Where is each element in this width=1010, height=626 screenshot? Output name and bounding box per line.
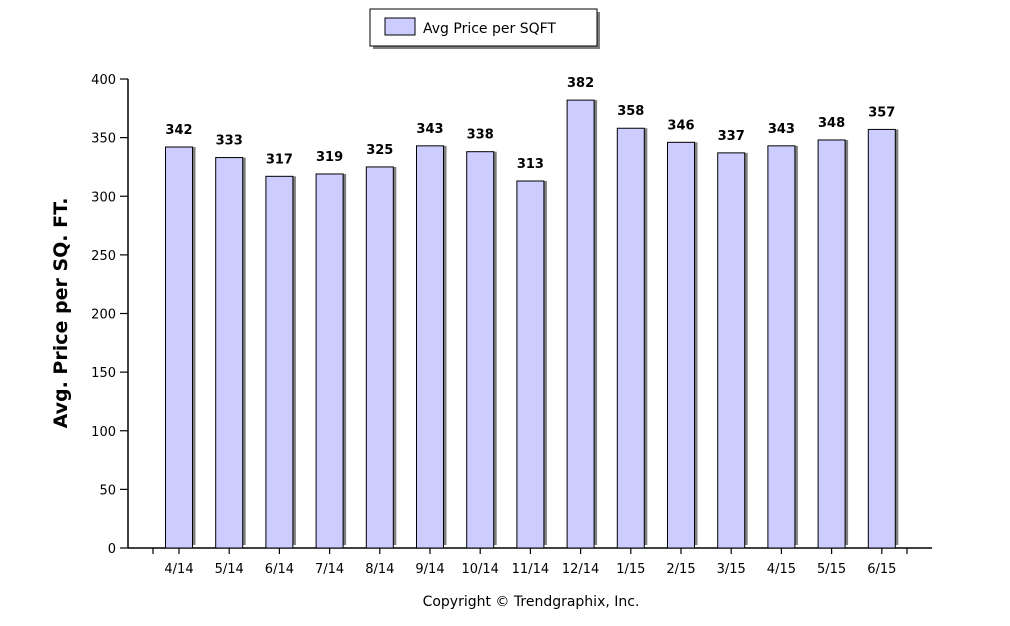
- bar-data-label: 348: [818, 116, 845, 131]
- x-tick-label: 3/15: [717, 562, 746, 577]
- y-axis-title: Avg. Price per SQ. FT.: [50, 198, 72, 429]
- x-tick-label: 7/14: [315, 562, 344, 577]
- bar-data-label: 325: [366, 143, 393, 158]
- y-tick-label: 400: [91, 73, 116, 88]
- y-ticks: 0 50 100 150 200 250 300 350 400: [91, 73, 128, 557]
- bar: [165, 146, 193, 549]
- x-tick-label: 9/14: [415, 562, 444, 577]
- bar: [717, 152, 746, 549]
- legend-swatch: [384, 17, 416, 36]
- bar-data-label: 338: [467, 128, 494, 143]
- y-tick-label: 300: [91, 190, 116, 205]
- x-tick-label: 8/14: [365, 562, 394, 577]
- bars: 342 333 317 319 325 343 338 313 382 358 346 337 343 3…: [165, 76, 899, 549]
- bar: [265, 175, 294, 549]
- x-tick-label: 1/15: [616, 562, 645, 577]
- legend-entry: Avg Price per SQFT: [423, 21, 556, 37]
- bar-data-label: 337: [718, 129, 745, 144]
- bar-data-label: 317: [266, 152, 293, 167]
- bar: [466, 151, 495, 549]
- x-tick-label: 2/15: [666, 562, 695, 577]
- bar: [365, 166, 394, 549]
- x-tick-label: 11/14: [512, 562, 549, 577]
- x-tick-label: 6/15: [867, 562, 896, 577]
- bar: [215, 157, 244, 549]
- bar-data-label: 346: [667, 118, 694, 133]
- x-tick-label: 4/14: [164, 562, 193, 577]
- bar: [315, 173, 344, 549]
- y-tick-label: 0: [108, 542, 116, 557]
- x-tick-label: 5/15: [817, 562, 846, 577]
- bar-data-label: 343: [416, 122, 443, 137]
- x-tick-label: 4/15: [767, 562, 796, 577]
- bar-data-label: 382: [567, 76, 594, 91]
- bar: [566, 99, 595, 549]
- bar: [416, 145, 444, 549]
- bar: [767, 145, 796, 549]
- bar-data-label: 357: [868, 105, 895, 120]
- bar-data-label: 333: [216, 134, 243, 149]
- x-tick-label: 5/14: [215, 562, 244, 577]
- bar: [817, 139, 846, 549]
- x-tick-label: 12/14: [562, 562, 599, 577]
- y-tick-label: 150: [91, 366, 116, 381]
- y-tick-label: 250: [91, 249, 116, 264]
- y-tick-label: 100: [91, 425, 116, 440]
- bar: [516, 180, 545, 549]
- bar: [616, 127, 645, 549]
- bar-data-label: 313: [517, 157, 544, 172]
- x-tick-label: 10/14: [461, 562, 498, 577]
- bar-data-label: 319: [316, 150, 343, 165]
- y-tick-label: 50: [99, 483, 116, 498]
- bar: [867, 128, 896, 549]
- bar-data-label: 342: [165, 123, 192, 138]
- legend: Avg Price per SQFT: [369, 8, 600, 49]
- y-tick-label: 200: [91, 308, 116, 323]
- bar-data-label: 358: [617, 104, 644, 119]
- bar: [667, 141, 695, 549]
- copyright-text: Copyright © Trendgraphix, Inc.: [423, 594, 640, 610]
- x-tick-label: 6/14: [265, 562, 294, 577]
- y-tick-label: 350: [91, 132, 116, 147]
- x-ticks: 4/14 5/14 6/14 7/14 8/14 9/14 10/14 11/14 12/14 1…: [152, 548, 908, 577]
- bar-data-label: 343: [768, 122, 795, 137]
